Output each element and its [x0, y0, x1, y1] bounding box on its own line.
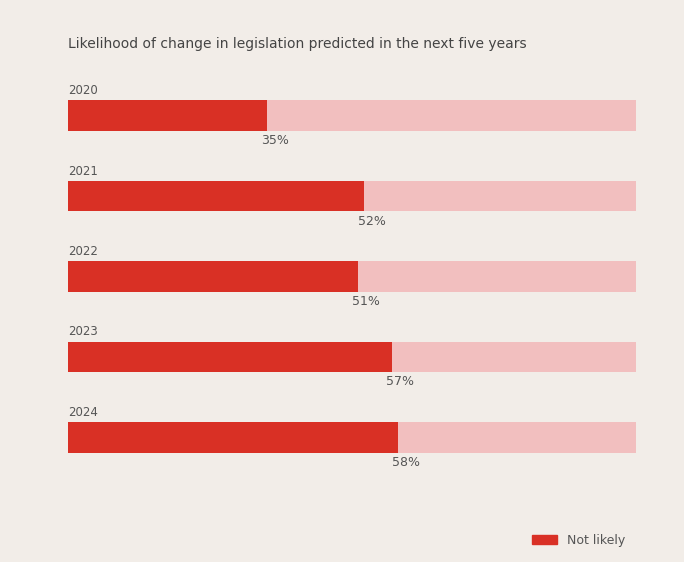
Legend: Not likely: Not likely	[527, 529, 630, 552]
Text: 35%: 35%	[261, 134, 289, 147]
Bar	[68, 101, 267, 131]
Bar	[68, 422, 636, 453]
Bar	[68, 101, 636, 131]
Text: 51%: 51%	[352, 295, 380, 308]
Bar	[68, 422, 397, 453]
Text: 58%: 58%	[392, 456, 420, 469]
Text: 2022: 2022	[68, 245, 98, 258]
Text: Likelihood of change in legislation predicted in the next five years: Likelihood of change in legislation pred…	[68, 37, 527, 51]
Bar	[68, 261, 636, 292]
Text: 52%: 52%	[358, 215, 386, 228]
Bar	[68, 342, 392, 372]
Text: 2021: 2021	[68, 165, 98, 178]
Bar	[68, 261, 358, 292]
Bar	[68, 342, 636, 372]
Text: 2020: 2020	[68, 84, 98, 97]
Bar	[68, 181, 636, 211]
Text: 2024: 2024	[68, 406, 98, 419]
Text: 57%: 57%	[386, 375, 415, 388]
Text: 2023: 2023	[68, 325, 98, 338]
Bar	[68, 181, 364, 211]
